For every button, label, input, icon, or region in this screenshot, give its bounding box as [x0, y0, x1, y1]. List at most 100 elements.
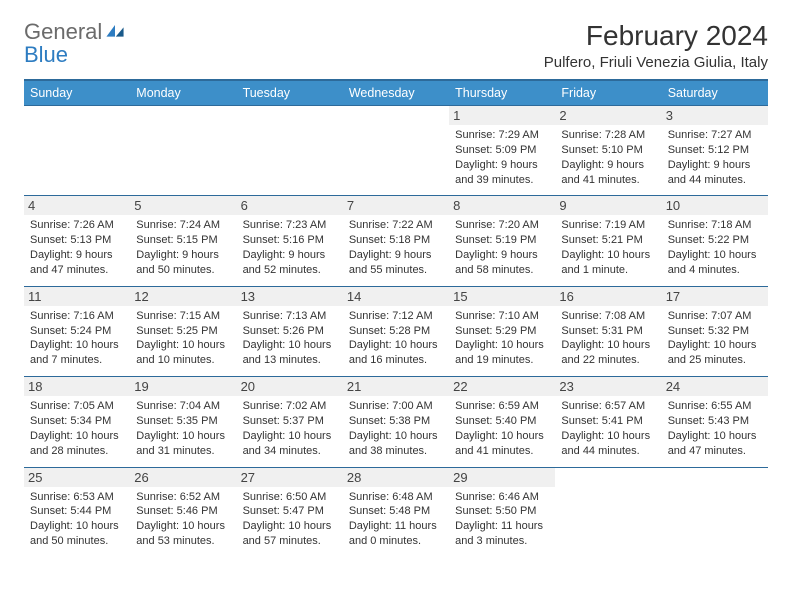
day-details: Sunrise: 6:59 AMSunset: 5:40 PMDaylight:… [455, 399, 549, 458]
calendar-day-cell: 4 Sunrise: 7:26 AMSunset: 5:13 PMDaylight… [24, 196, 130, 286]
day-number: 17 [662, 287, 768, 306]
day-details: Sunrise: 6:52 AMSunset: 5:46 PMDaylight:… [136, 490, 230, 549]
day-number: 7 [343, 196, 449, 215]
day-details: Sunrise: 7:07 AMSunset: 5:32 PMDaylight:… [668, 309, 762, 368]
day-details: Sunrise: 7:16 AMSunset: 5:24 PMDaylight:… [30, 309, 124, 368]
day-number: 27 [237, 468, 343, 487]
day-details: Sunrise: 7:27 AMSunset: 5:12 PMDaylight:… [668, 128, 762, 187]
calendar-day-cell: 25Sunrise: 6:53 AMSunset: 5:44 PMDayligh… [24, 467, 130, 557]
day-number: 22 [449, 377, 555, 396]
day-details: Sunrise: 7:28 AMSunset: 5:10 PMDaylight:… [561, 128, 655, 187]
calendar-week-row: 1 Sunrise: 7:29 AMSunset: 5:09 PMDaylight… [24, 106, 768, 196]
calendar-week-row: 25Sunrise: 6:53 AMSunset: 5:44 PMDayligh… [24, 467, 768, 557]
day-details: Sunrise: 6:48 AMSunset: 5:48 PMDaylight:… [349, 490, 443, 549]
calendar-day-cell: 16 Sunrise: 7:08 AMSunset: 5:31 PMDayligh… [555, 286, 661, 376]
calendar-day-cell: 9 Sunrise: 7:19 AMSunset: 5:21 PMDaylight… [555, 196, 661, 286]
day-details: Sunrise: 7:12 AMSunset: 5:28 PMDaylight:… [349, 309, 443, 368]
day-number: 12 [130, 287, 236, 306]
day-details: Sunrise: 7:22 AMSunset: 5:18 PMDaylight:… [349, 218, 443, 277]
calendar-day-cell [343, 106, 449, 196]
calendar-day-cell: 27Sunrise: 6:50 AMSunset: 5:47 PMDayligh… [237, 467, 343, 557]
day-details: Sunrise: 7:19 AMSunset: 5:21 PMDaylight:… [561, 218, 655, 277]
day-number: 13 [237, 287, 343, 306]
brand-logo: GeneralBlue [24, 20, 125, 66]
calendar-day-cell: 3Sunrise: 7:27 AMSunset: 5:12 PMDaylight… [662, 106, 768, 196]
weekday-header-row: SundayMondayTuesdayWednesdayThursdayFrid… [24, 80, 768, 106]
calendar-day-cell [130, 106, 236, 196]
calendar-day-cell: 21Sunrise: 7:00 AMSunset: 5:38 PMDayligh… [343, 377, 449, 467]
calendar-day-cell [24, 106, 130, 196]
calendar-table: SundayMondayTuesdayWednesdayThursdayFrid… [24, 79, 768, 557]
calendar-day-cell: 13 Sunrise: 7:13 AMSunset: 5:26 PMDayligh… [237, 286, 343, 376]
day-number: 9 [555, 196, 661, 215]
day-number: 18 [24, 377, 130, 396]
weekday-header: Tuesday [237, 80, 343, 106]
day-details: Sunrise: 7:26 AMSunset: 5:13 PMDaylight:… [30, 218, 124, 277]
weekday-header: Saturday [662, 80, 768, 106]
day-details: Sunrise: 7:18 AMSunset: 5:22 PMDaylight:… [668, 218, 762, 277]
day-details: Sunrise: 7:24 AMSunset: 5:15 PMDaylight:… [136, 218, 230, 277]
day-number: 24 [662, 377, 768, 396]
calendar-day-cell: 8Sunrise: 7:20 AMSunset: 5:19 PMDaylight… [449, 196, 555, 286]
calendar-day-cell: 23 Sunrise: 6:57 AMSunset: 5:41 PMDayligh… [555, 377, 661, 467]
calendar-body: 1 Sunrise: 7:29 AMSunset: 5:09 PMDaylight… [24, 106, 768, 557]
calendar-day-cell: 19 Sunrise: 7:04 AMSunset: 5:35 PMDayligh… [130, 377, 236, 467]
day-details: Sunrise: 7:15 AMSunset: 5:25 PMDaylight:… [136, 309, 230, 368]
calendar-day-cell [555, 467, 661, 557]
weekday-header: Wednesday [343, 80, 449, 106]
calendar-day-cell: 24 Sunrise: 6:55 AMSunset: 5:43 PMDayligh… [662, 377, 768, 467]
day-number: 8 [449, 196, 555, 215]
calendar-day-cell: 11 Sunrise: 7:16 AMSunset: 5:24 PMDayligh… [24, 286, 130, 376]
calendar-day-cell: 5 Sunrise: 7:24 AMSunset: 5:15 PMDaylight… [130, 196, 236, 286]
day-details: Sunrise: 7:02 AMSunset: 5:37 PMDaylight:… [243, 399, 337, 458]
weekday-header: Friday [555, 80, 661, 106]
day-number: 2 [555, 106, 661, 125]
day-number: 4 [24, 196, 130, 215]
calendar-day-cell: 17 Sunrise: 7:07 AMSunset: 5:32 PMDayligh… [662, 286, 768, 376]
weekday-header: Thursday [449, 80, 555, 106]
calendar-day-cell: 22 Sunrise: 6:59 AMSunset: 5:40 PMDayligh… [449, 377, 555, 467]
calendar-day-cell: 26 Sunrise: 6:52 AMSunset: 5:46 PMDayligh… [130, 467, 236, 557]
calendar-day-cell: 10 Sunrise: 7:18 AMSunset: 5:22 PMDayligh… [662, 196, 768, 286]
day-details: Sunrise: 6:55 AMSunset: 5:43 PMDaylight:… [668, 399, 762, 458]
day-number: 14 [343, 287, 449, 306]
calendar-day-cell: 14 Sunrise: 7:12 AMSunset: 5:28 PMDayligh… [343, 286, 449, 376]
day-details: Sunrise: 7:04 AMSunset: 5:35 PMDaylight:… [136, 399, 230, 458]
day-number: 11 [24, 287, 130, 306]
calendar-day-cell: 28 Sunrise: 6:48 AMSunset: 5:48 PMDayligh… [343, 467, 449, 557]
day-number: 15 [449, 287, 555, 306]
day-details: Sunrise: 6:57 AMSunset: 5:41 PMDaylight:… [561, 399, 655, 458]
weekday-header: Sunday [24, 80, 130, 106]
calendar-day-cell: 6 Sunrise: 7:23 AMSunset: 5:16 PMDaylight… [237, 196, 343, 286]
day-number: 20 [237, 377, 343, 396]
calendar-week-row: 11 Sunrise: 7:16 AMSunset: 5:24 PMDayligh… [24, 286, 768, 376]
day-number: 28 [343, 468, 449, 487]
day-number: 5 [130, 196, 236, 215]
day-number: 16 [555, 287, 661, 306]
calendar-week-row: 18 Sunrise: 7:05 AMSunset: 5:34 PMDayligh… [24, 377, 768, 467]
day-details: Sunrise: 6:53 AMSunset: 5:44 PMDaylight:… [30, 490, 124, 549]
day-number: 6 [237, 196, 343, 215]
day-details: Sunrise: 7:08 AMSunset: 5:31 PMDaylight:… [561, 309, 655, 368]
day-number: 1 [449, 106, 555, 125]
calendar-day-cell: 7 Sunrise: 7:22 AMSunset: 5:18 PMDaylight… [343, 196, 449, 286]
day-details: Sunrise: 7:23 AMSunset: 5:16 PMDaylight:… [243, 218, 337, 277]
day-number: 29 [449, 468, 555, 487]
calendar-day-cell [662, 467, 768, 557]
day-details: Sunrise: 7:05 AMSunset: 5:34 PMDaylight:… [30, 399, 124, 458]
day-number: 26 [130, 468, 236, 487]
day-details: Sunrise: 7:29 AMSunset: 5:09 PMDaylight:… [455, 128, 549, 187]
title-block: February 2024 Pulfero, Friuli Venezia Gi… [544, 20, 768, 71]
month-title: February 2024 [544, 20, 768, 52]
day-number: 23 [555, 377, 661, 396]
calendar-day-cell [237, 106, 343, 196]
calendar-day-cell: 2 Sunrise: 7:28 AMSunset: 5:10 PMDaylight… [555, 106, 661, 196]
day-number: 19 [130, 377, 236, 396]
calendar-day-cell: 15 Sunrise: 7:10 AMSunset: 5:29 PMDayligh… [449, 286, 555, 376]
day-number: 21 [343, 377, 449, 396]
day-number: 10 [662, 196, 768, 215]
day-details: Sunrise: 7:10 AMSunset: 5:29 PMDaylight:… [455, 309, 549, 368]
calendar-day-cell: 18 Sunrise: 7:05 AMSunset: 5:34 PMDayligh… [24, 377, 130, 467]
day-details: Sunrise: 7:13 AMSunset: 5:26 PMDaylight:… [243, 309, 337, 368]
calendar-week-row: 4 Sunrise: 7:26 AMSunset: 5:13 PMDaylight… [24, 196, 768, 286]
